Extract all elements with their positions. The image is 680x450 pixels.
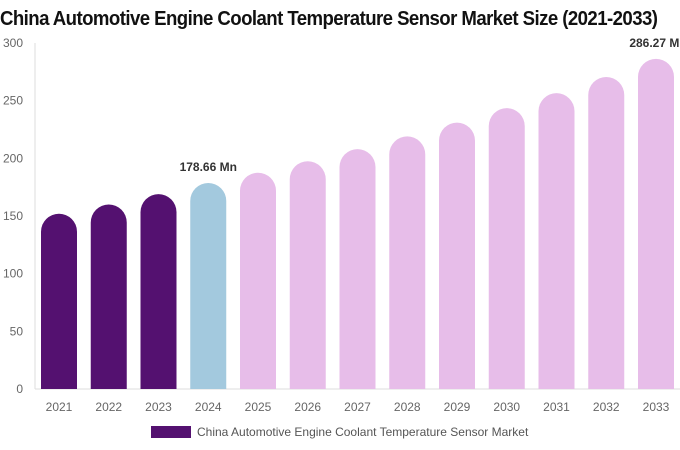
bar-2031	[538, 93, 575, 390]
bar-2028	[389, 136, 426, 389]
y-tick-label: 0	[16, 382, 23, 396]
legend: China Automotive Engine Coolant Temperat…	[151, 425, 528, 439]
bar-2026	[289, 161, 326, 389]
x-tick-label: 2026	[294, 400, 321, 414]
y-tick-label: 50	[10, 324, 24, 338]
bar-2033	[638, 58, 674, 389]
data-label: 286.27 Mn	[629, 36, 680, 50]
x-tick-label: 2030	[493, 400, 520, 414]
x-tick-label: 2028	[394, 400, 421, 414]
x-tick-label: 2024	[195, 400, 222, 414]
x-tick-label: 2022	[95, 400, 122, 414]
y-tick-label: 250	[3, 94, 23, 108]
x-tick-label: 2029	[444, 400, 471, 414]
x-tick-label: 2027	[344, 400, 371, 414]
x-tick-label: 2021	[46, 400, 73, 414]
y-tick-label: 100	[3, 267, 23, 281]
x-tick-label: 2023	[145, 400, 172, 414]
bar-2021	[41, 213, 77, 389]
y-tick-label: 200	[3, 151, 23, 165]
y-tick-label: 150	[3, 209, 23, 223]
legend-label: China Automotive Engine Coolant Temperat…	[197, 425, 529, 439]
x-tick-label: 2031	[543, 400, 570, 414]
bar-2029	[439, 122, 475, 389]
bar-2032	[588, 77, 625, 389]
bar-2025	[240, 172, 276, 389]
bar-2023	[140, 194, 177, 389]
bar-2027	[339, 149, 376, 389]
chart-title: China Automotive Engine Coolant Temperat…	[0, 8, 658, 30]
legend-swatch	[151, 426, 191, 438]
x-tick-label: 2025	[245, 400, 272, 414]
bar-2024	[190, 182, 227, 389]
bar-2022	[90, 204, 127, 389]
x-tick-label: 2033	[643, 400, 670, 414]
y-tick-label: 300	[3, 36, 23, 50]
bar-2030	[488, 108, 525, 389]
data-label: 178.66 Mn	[180, 160, 237, 174]
x-tick-label: 2032	[593, 400, 620, 414]
